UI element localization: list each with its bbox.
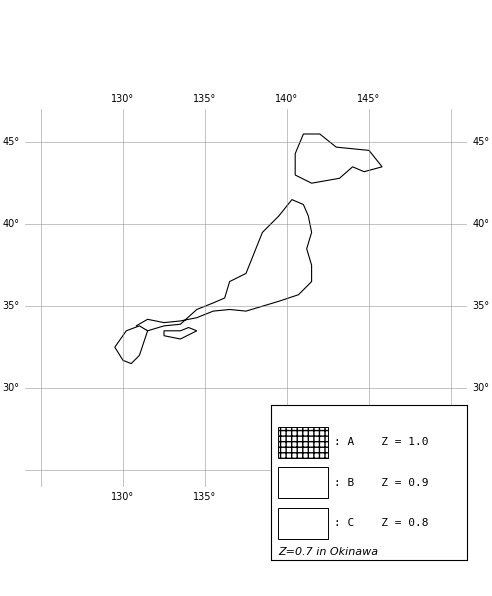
Text: 45°: 45° [472, 137, 490, 147]
Text: Z=0.7 in Okinawa: Z=0.7 in Okinawa [278, 548, 379, 557]
Text: 35°: 35° [472, 301, 490, 311]
Text: 30°: 30° [472, 383, 490, 393]
Text: 140°: 140° [276, 95, 299, 104]
Polygon shape [295, 134, 382, 183]
Text: 130°: 130° [111, 492, 135, 501]
Text: 130°: 130° [111, 95, 135, 104]
FancyBboxPatch shape [278, 467, 328, 498]
Polygon shape [164, 328, 197, 339]
FancyBboxPatch shape [278, 508, 328, 539]
Text: 140°: 140° [276, 492, 299, 501]
Text: : A    Z = 1.0: : A Z = 1.0 [334, 437, 428, 448]
Text: 35°: 35° [2, 301, 20, 311]
Text: 30°: 30° [2, 383, 20, 393]
Text: : B    Z = 0.9: : B Z = 0.9 [334, 478, 428, 488]
FancyBboxPatch shape [278, 427, 328, 458]
Text: 135°: 135° [193, 95, 216, 104]
Text: 135°: 135° [193, 492, 216, 501]
Text: : C    Z = 0.8: : C Z = 0.8 [334, 518, 428, 528]
Polygon shape [115, 326, 148, 364]
Text: 40°: 40° [472, 219, 490, 229]
Text: 145°: 145° [357, 95, 381, 104]
Polygon shape [136, 200, 311, 331]
Text: 40°: 40° [2, 219, 20, 229]
Text: 145°: 145° [357, 492, 381, 501]
Text: 45°: 45° [2, 137, 20, 147]
